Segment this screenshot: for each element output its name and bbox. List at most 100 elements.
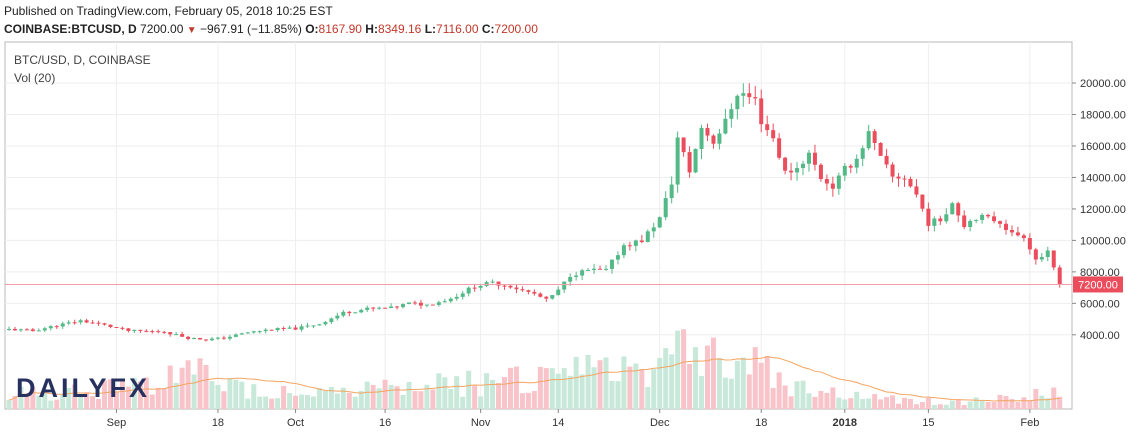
candle-body xyxy=(735,95,740,110)
candle-body xyxy=(896,176,901,179)
volume-bar xyxy=(1003,395,1009,409)
candle-body xyxy=(150,331,155,333)
volume-bar xyxy=(836,397,842,409)
candle-body xyxy=(717,133,722,144)
candle-body xyxy=(174,334,179,336)
volume-bar xyxy=(107,379,113,409)
candle-body xyxy=(60,323,65,327)
volume-bar xyxy=(281,385,287,409)
candle-body xyxy=(108,324,113,328)
volume-bar xyxy=(800,380,806,409)
volume-bar xyxy=(561,368,567,409)
price-axis[interactable]: 4000.00 6000.00 8000.00 10000.00 12000.00 140… xyxy=(1072,78,1126,342)
volume-bar xyxy=(48,400,54,409)
candle-body xyxy=(114,327,119,329)
volume-bar xyxy=(1027,400,1033,409)
volume-bar xyxy=(221,391,227,409)
candle-body xyxy=(938,218,943,222)
volume-bar xyxy=(591,367,597,409)
candle-body xyxy=(359,309,364,313)
volume-bar xyxy=(639,369,645,409)
chart-header: Published on TradingView.com, February 0… xyxy=(0,0,1138,40)
volume-bar xyxy=(513,366,519,409)
x-tick-label: Nov xyxy=(471,417,491,429)
volume-bar xyxy=(179,367,185,409)
candle-body xyxy=(233,334,238,337)
volume-bar xyxy=(519,393,525,409)
candle-body xyxy=(771,130,776,139)
y-tick-label: 8000.00 xyxy=(1080,267,1120,279)
candle-body xyxy=(1033,249,1038,260)
volume-bar xyxy=(525,392,531,409)
candle-body xyxy=(980,214,985,220)
volume-bar xyxy=(1051,387,1057,409)
candle-body xyxy=(281,327,286,329)
candle-body xyxy=(675,137,680,185)
candle-body xyxy=(317,324,322,326)
volume-bar xyxy=(376,388,382,409)
candle-body xyxy=(257,331,262,333)
y-tick-label: 14000.00 xyxy=(1080,172,1126,184)
volume-bar xyxy=(18,386,24,409)
candle-body xyxy=(950,203,955,215)
candle-body xyxy=(389,306,394,309)
volume-bar xyxy=(113,391,119,409)
volume-bar xyxy=(734,360,740,409)
candle-body xyxy=(926,208,931,226)
candle-body xyxy=(144,330,149,332)
time-axis[interactable]: Sep 18 Oct 16 Nov 14 Dec 18 2018 15 Feb xyxy=(107,409,1040,429)
candle-body xyxy=(609,259,614,269)
candle-body xyxy=(66,322,71,324)
candle-body xyxy=(866,131,871,149)
volume-bar xyxy=(1045,398,1051,409)
candle-body xyxy=(84,320,89,323)
candle-body xyxy=(795,168,800,173)
volume-bar xyxy=(776,372,782,409)
volume-bar xyxy=(293,395,299,409)
candle-body xyxy=(633,240,638,246)
candle-body xyxy=(490,281,495,283)
volume-bar xyxy=(710,337,716,409)
volume-bar xyxy=(973,397,979,409)
volume-bar xyxy=(716,358,722,409)
y-tick-label: 10000.00 xyxy=(1080,235,1126,247)
candle-body xyxy=(472,287,477,289)
volume-bar xyxy=(812,396,818,409)
volume-bar xyxy=(257,396,263,409)
volume-bar xyxy=(782,385,788,409)
volume-bar xyxy=(436,373,442,409)
volume-bar xyxy=(752,347,758,409)
volume-bar xyxy=(484,373,490,409)
candle-body xyxy=(598,268,603,270)
candle-body xyxy=(639,240,644,242)
volume-bar xyxy=(137,381,143,409)
volume-bar xyxy=(603,357,609,409)
candlestick-chart[interactable]: 7200.00 4000.00 6000.00 8000.00 10000.00 120… xyxy=(0,40,1138,437)
candle-body xyxy=(962,215,967,228)
volume-bar xyxy=(669,354,675,409)
candle-body xyxy=(711,135,716,144)
volume-bar xyxy=(567,375,573,409)
candle-body xyxy=(311,325,316,327)
volume-bar xyxy=(621,356,627,409)
candle-body xyxy=(932,218,937,226)
candle-body xyxy=(872,131,877,143)
volume-bar xyxy=(448,389,454,409)
x-tick-label: 14 xyxy=(552,417,564,429)
volume-bar xyxy=(693,347,699,409)
candle-body xyxy=(424,304,429,306)
candle-body xyxy=(681,137,686,153)
candle-body xyxy=(1045,250,1050,258)
volume-bar xyxy=(185,360,191,409)
candle-body xyxy=(532,291,537,294)
plot-area[interactable] xyxy=(4,41,1073,410)
candle-body xyxy=(466,287,471,294)
candle-body xyxy=(920,194,925,209)
candle-body xyxy=(1009,229,1014,233)
candle-body xyxy=(968,220,973,228)
volume-bar xyxy=(316,388,322,409)
candle-body xyxy=(580,270,585,276)
candle-body xyxy=(7,328,11,330)
volume-bar xyxy=(579,374,585,409)
volume-bar xyxy=(191,374,197,409)
